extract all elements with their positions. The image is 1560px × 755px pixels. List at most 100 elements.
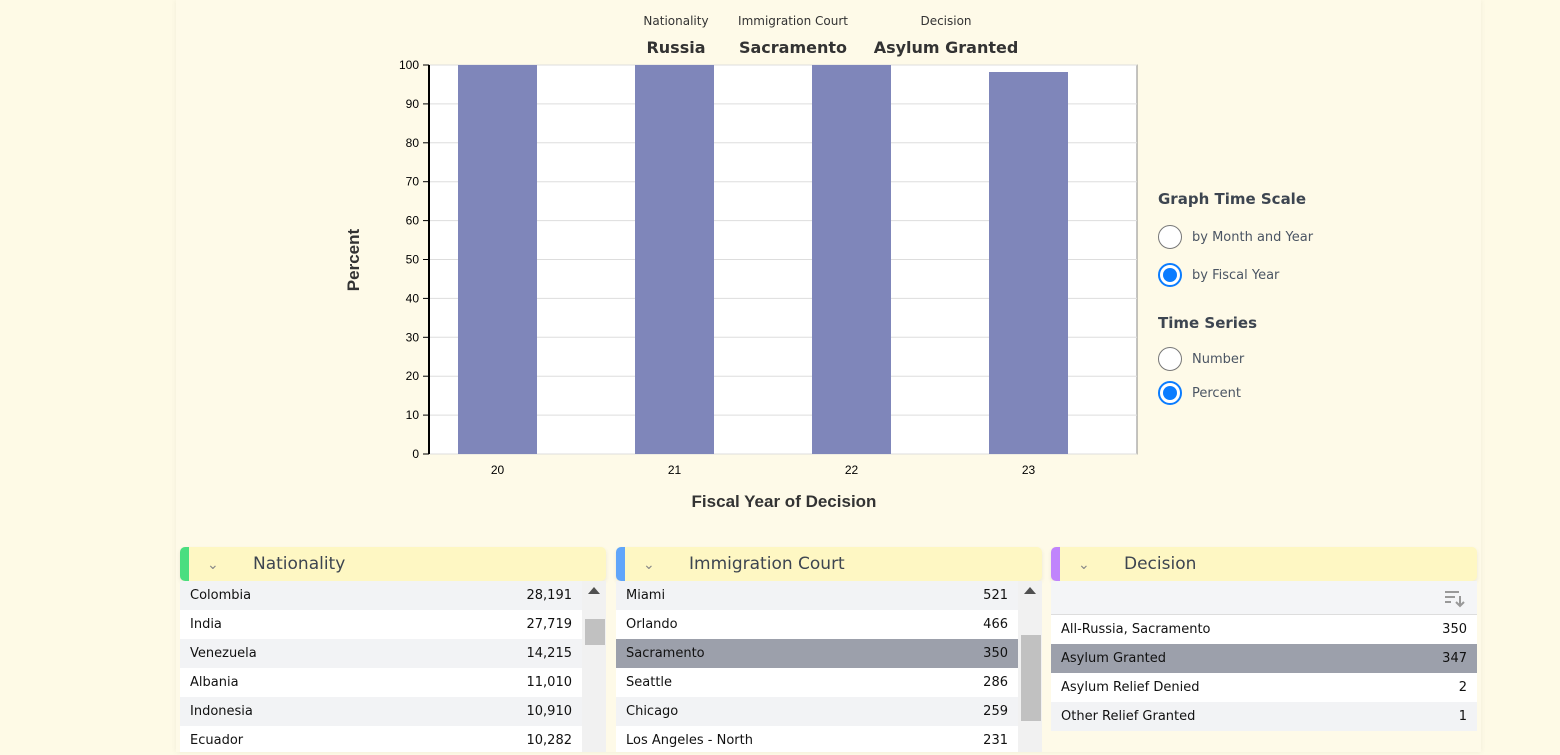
panel-title: Decision	[1124, 554, 1197, 574]
radio-month-year[interactable]: by Month and Year	[1158, 218, 1313, 256]
y-axis-label: Percent	[344, 228, 363, 291]
item-count: 10,282	[526, 733, 573, 748]
list-item[interactable]: Miami 521	[616, 581, 1018, 610]
item-label: Asylum Relief Denied	[1061, 680, 1200, 695]
panel-title: Nationality	[253, 554, 346, 574]
item-label: Los Angeles - North	[626, 733, 753, 748]
item-count: 28,191	[526, 588, 573, 603]
list-item[interactable]: All-Russia, Sacramento 350	[1051, 615, 1477, 644]
item-label: Other Relief Granted	[1061, 709, 1196, 724]
radio-circle[interactable]	[1158, 347, 1182, 371]
filter-label: Nationality	[643, 14, 709, 28]
radio-label: by Fiscal Year	[1192, 267, 1280, 283]
bar	[812, 65, 891, 454]
list-item[interactable]: Other Relief Granted 1	[1051, 702, 1477, 731]
radio-fiscal-year[interactable]: by Fiscal Year	[1158, 256, 1313, 294]
item-count: 2	[1458, 680, 1467, 695]
list-item[interactable]: Venezuela 14,215	[180, 639, 582, 668]
item-label: Ecuador	[190, 733, 244, 748]
time-series-title: Time Series	[1158, 314, 1258, 332]
radio-percent[interactable]: Percent	[1158, 376, 1257, 410]
item-label: All-Russia, Sacramento	[1061, 622, 1211, 637]
y-tick-label: 30	[406, 330, 420, 344]
scroll-up-arrow-icon[interactable]	[1024, 587, 1036, 594]
list-item[interactable]: Chicago 259	[616, 697, 1018, 726]
list-item[interactable]: Los Angeles - North 231	[616, 726, 1018, 755]
chevron-down-icon[interactable]: ⌄	[1078, 555, 1090, 572]
item-count: 27,719	[526, 617, 573, 632]
time-scale-group: Graph Time Scale by Month and Year by Fi…	[1158, 190, 1313, 294]
radio-circle[interactable]	[1158, 263, 1182, 287]
chevron-down-icon[interactable]: ⌄	[207, 555, 219, 572]
item-label: India	[190, 617, 222, 632]
x-tick-label: 21	[668, 463, 682, 477]
list-item[interactable]: India 27,719	[180, 610, 582, 639]
list-item[interactable]: Albania 11,010	[180, 668, 582, 697]
nationality-list: Colombia 28,191 India 27,719 Venezuela 14,215…	[180, 581, 606, 752]
filter-court: Immigration Court Sacramento	[728, 14, 858, 57]
item-label: Chicago	[626, 704, 679, 719]
accent-bar	[180, 547, 189, 581]
sort-header	[1051, 581, 1477, 615]
accent-bar	[1051, 547, 1060, 581]
panel-immigration-court: ⌄ Immigration Court Miami 521 Orlando 466 Sac…	[616, 547, 1042, 752]
filter-label: Immigration Court	[738, 14, 848, 28]
y-tick-label: 40	[406, 291, 420, 305]
x-tick-label: 20	[491, 463, 505, 477]
radio-number[interactable]: Number	[1158, 342, 1257, 376]
item-count: 11,010	[526, 675, 573, 690]
list-item[interactable]: Sacramento 350	[616, 639, 1018, 668]
bar	[458, 65, 537, 454]
y-tick-label: 10	[406, 408, 420, 422]
list-item[interactable]: Seattle 286	[616, 668, 1018, 697]
item-label: Sacramento	[626, 646, 705, 661]
filter-label: Decision	[920, 14, 972, 28]
item-count: 350	[983, 646, 1008, 661]
x-tick-label: 22	[845, 463, 859, 477]
item-count: 286	[983, 675, 1008, 690]
filter-value: Sacramento	[738, 38, 848, 57]
radio-circle[interactable]	[1158, 225, 1182, 249]
filter-decision: Decision Asylum Granted	[866, 14, 1026, 57]
scrollbar-thumb[interactable]	[1021, 635, 1041, 721]
list-item[interactable]: Ecuador 10,282	[180, 726, 582, 755]
y-tick-label: 60	[406, 214, 420, 228]
item-count: 1	[1458, 709, 1467, 724]
item-label: Albania	[190, 675, 239, 690]
item-count: 347	[1442, 651, 1467, 666]
panel-header[interactable]: ⌄ Immigration Court	[616, 547, 1042, 581]
item-count: 350	[1442, 622, 1467, 637]
item-label: Colombia	[190, 588, 252, 603]
item-count: 521	[983, 588, 1008, 603]
bar	[635, 65, 714, 454]
scrollbar-thumb[interactable]	[585, 619, 605, 645]
panel-header[interactable]: ⌄ Nationality	[180, 547, 606, 581]
radio-label: by Month and Year	[1192, 229, 1314, 245]
x-axis-label: Fiscal Year of Decision	[692, 492, 877, 511]
item-count: 10,910	[526, 704, 573, 719]
list-item[interactable]: Indonesia 10,910	[180, 697, 582, 726]
list-item[interactable]: Asylum Relief Denied 2	[1051, 673, 1477, 702]
chevron-down-icon[interactable]: ⌄	[643, 555, 655, 572]
filter-value: Asylum Granted	[873, 38, 1019, 57]
list-item[interactable]: Asylum Granted 347	[1051, 644, 1477, 673]
item-count: 259	[983, 704, 1008, 719]
scroll-up-arrow-icon[interactable]	[588, 587, 600, 594]
filter-nationality: Nationality Russia	[626, 14, 726, 57]
panel-header[interactable]: ⌄ Decision	[1051, 547, 1477, 581]
list-item[interactable]: Orlando 466	[616, 610, 1018, 639]
scrollbar[interactable]	[1018, 581, 1042, 752]
time-series-group: Time Series Number Percent	[1158, 314, 1257, 410]
item-label: Asylum Granted	[1061, 651, 1166, 666]
item-count: 14,215	[526, 646, 573, 661]
panel-title: Immigration Court	[689, 554, 845, 574]
list-item[interactable]: Colombia 28,191	[180, 581, 582, 610]
sort-descending-icon[interactable]	[1443, 588, 1465, 608]
scrollbar[interactable]	[582, 581, 606, 752]
y-tick-label: 70	[406, 175, 420, 189]
filter-value: Russia	[646, 38, 706, 57]
y-tick-label: 50	[406, 253, 420, 267]
x-tick-label: 23	[1022, 463, 1036, 477]
y-tick-label: 100	[399, 58, 419, 72]
radio-circle[interactable]	[1158, 381, 1182, 405]
